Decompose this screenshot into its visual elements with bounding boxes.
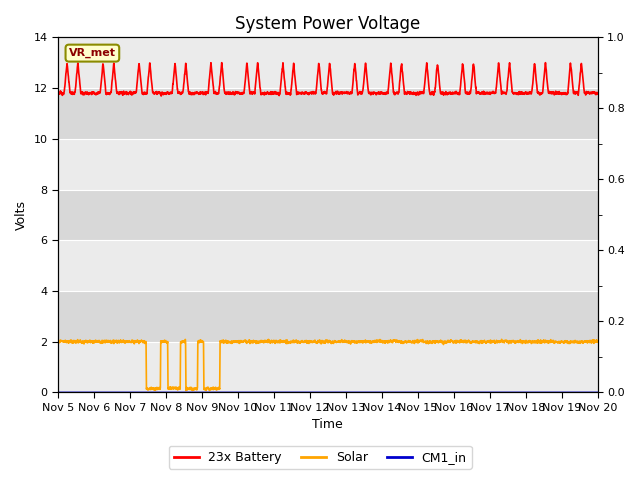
CM1_in [281, 390, 289, 396]
23x Battery [311, 90, 319, 96]
Bar [58, 190, 598, 240]
CM1_in [594, 390, 602, 396]
Solar [54, 339, 62, 345]
Line: 23x Battery: 23x Battery [58, 63, 598, 96]
23x Battery [577, 60, 585, 66]
CM1_in [446, 390, 454, 396]
X-axis label: Time: Time [312, 419, 343, 432]
23x Battery [218, 60, 225, 66]
Solar [594, 338, 602, 344]
CM1_in [550, 390, 558, 396]
Line: Solar: Solar [58, 339, 598, 391]
Solar [285, 339, 293, 345]
CM1_in [285, 390, 293, 396]
Bar [58, 291, 598, 342]
Solar [446, 339, 454, 345]
CM1_in [577, 390, 585, 396]
Solar [498, 336, 506, 342]
Bar [58, 240, 598, 291]
Bar [58, 88, 598, 139]
CM1_in [310, 390, 318, 396]
Solar [310, 339, 318, 345]
23x Battery [54, 91, 62, 96]
23x Battery [594, 90, 602, 96]
23x Battery [157, 93, 165, 99]
Solar [281, 338, 289, 344]
Y-axis label: Volts: Volts [15, 200, 28, 230]
Title: System Power Voltage: System Power Voltage [235, 15, 420, 33]
Solar [577, 339, 585, 345]
Solar [205, 388, 213, 394]
23x Battery [550, 92, 558, 98]
Bar [58, 37, 598, 88]
Bar [58, 139, 598, 190]
23x Battery [446, 89, 454, 95]
Legend: 23x Battery, Solar, CM1_in: 23x Battery, Solar, CM1_in [168, 446, 472, 469]
23x Battery [285, 90, 293, 96]
Text: VR_met: VR_met [69, 48, 116, 58]
Solar [550, 340, 558, 346]
23x Battery [281, 82, 289, 88]
Bar [58, 342, 598, 393]
CM1_in [54, 390, 62, 396]
